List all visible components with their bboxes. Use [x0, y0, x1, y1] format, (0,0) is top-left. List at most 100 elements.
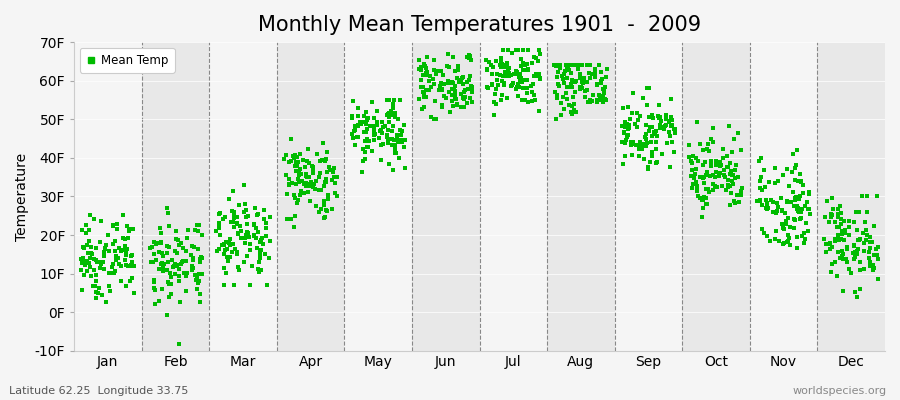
Point [444, 80, 458, 86]
Point [717, 174, 732, 180]
Point [218, 214, 232, 220]
Point [761, 178, 776, 185]
Point [562, 62, 576, 68]
Point [356, 158, 370, 164]
Point [722, 122, 736, 129]
Point [693, 141, 707, 147]
Point [699, 200, 714, 207]
Point [615, 123, 629, 130]
Point [861, 255, 876, 262]
Point [569, 109, 583, 116]
Point [238, 240, 252, 246]
Point [302, 182, 317, 189]
Point [518, 97, 532, 103]
Point [867, 223, 881, 229]
Point [89, 272, 104, 278]
Point [850, 246, 865, 252]
Point [119, 252, 133, 258]
Point [212, 222, 226, 228]
Point [511, 47, 526, 53]
Point [668, 126, 682, 132]
Point [413, 66, 428, 73]
Point [222, 196, 237, 202]
Point [388, 114, 402, 120]
Point [791, 205, 806, 211]
Point [653, 114, 668, 121]
Point [688, 166, 703, 172]
Point [752, 157, 766, 164]
Point [775, 207, 789, 214]
Point [125, 275, 140, 282]
Point [772, 238, 787, 244]
Point [190, 222, 204, 228]
Point [830, 236, 844, 242]
Point [79, 222, 94, 228]
Point [834, 230, 849, 237]
Point [119, 250, 133, 256]
Point [167, 260, 182, 267]
Point [115, 247, 130, 253]
Point [159, 205, 174, 211]
Point [86, 256, 101, 262]
Point [500, 73, 514, 80]
Point [457, 103, 472, 110]
Point [381, 140, 395, 146]
Point [99, 242, 113, 248]
Point [838, 227, 852, 233]
Point [626, 139, 641, 145]
Point [723, 202, 737, 208]
Point [497, 79, 511, 86]
Point [598, 96, 612, 103]
Point [114, 278, 129, 284]
Point [582, 75, 597, 81]
Point [184, 266, 199, 273]
Point [382, 119, 396, 125]
Point [791, 208, 806, 214]
Point [74, 256, 88, 262]
Point [599, 74, 614, 80]
Point [533, 76, 547, 82]
Point [96, 249, 111, 255]
Point [147, 251, 161, 257]
Point [560, 95, 574, 102]
Point [527, 72, 542, 79]
Point [685, 160, 699, 166]
Point [114, 262, 129, 269]
Point [576, 80, 590, 86]
Point [231, 231, 246, 237]
Point [823, 240, 837, 246]
Point [234, 228, 248, 234]
Point [727, 175, 742, 182]
Point [532, 47, 546, 53]
Point [292, 168, 306, 175]
Point [81, 250, 95, 256]
Point [509, 68, 524, 75]
Point [778, 210, 792, 216]
Point [825, 260, 840, 267]
Point [529, 71, 544, 78]
Point [295, 178, 310, 184]
Point [382, 111, 396, 118]
Point [120, 246, 134, 252]
Point [769, 228, 783, 235]
Point [428, 116, 443, 122]
Point [818, 249, 832, 255]
Point [427, 81, 441, 88]
Point [840, 258, 854, 265]
Point [760, 200, 774, 206]
Point [313, 158, 328, 164]
Point [658, 123, 672, 129]
Point [190, 286, 204, 292]
Point [193, 291, 207, 297]
Point [293, 192, 308, 198]
Point [326, 169, 340, 176]
Point [776, 223, 790, 229]
Bar [412, 42, 480, 351]
Point [653, 124, 668, 131]
Point [776, 240, 790, 247]
Point [790, 245, 805, 252]
Point [496, 47, 510, 53]
Point [147, 278, 161, 285]
Point [860, 209, 874, 215]
Point [108, 268, 122, 274]
